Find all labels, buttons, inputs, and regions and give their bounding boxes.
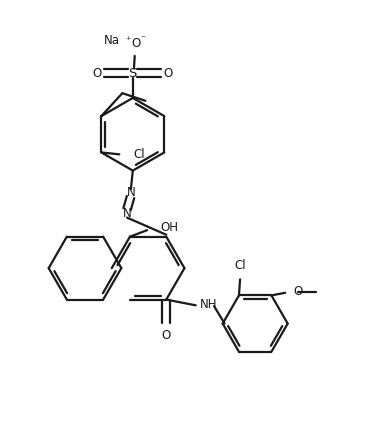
Text: ⁻: ⁻: [140, 34, 146, 44]
Text: ⁺: ⁺: [126, 36, 131, 45]
Text: O: O: [93, 67, 102, 80]
Text: Cl: Cl: [234, 259, 246, 272]
Text: O: O: [162, 329, 171, 342]
Text: O: O: [294, 285, 303, 298]
Text: NH: NH: [199, 297, 217, 311]
Text: Na: Na: [104, 34, 120, 47]
Text: O: O: [131, 37, 140, 50]
Text: N: N: [126, 186, 135, 199]
Text: OH: OH: [161, 220, 178, 234]
Text: O: O: [164, 67, 173, 80]
Text: N: N: [123, 207, 132, 220]
Text: Cl: Cl: [134, 148, 146, 161]
Text: S: S: [128, 67, 137, 80]
